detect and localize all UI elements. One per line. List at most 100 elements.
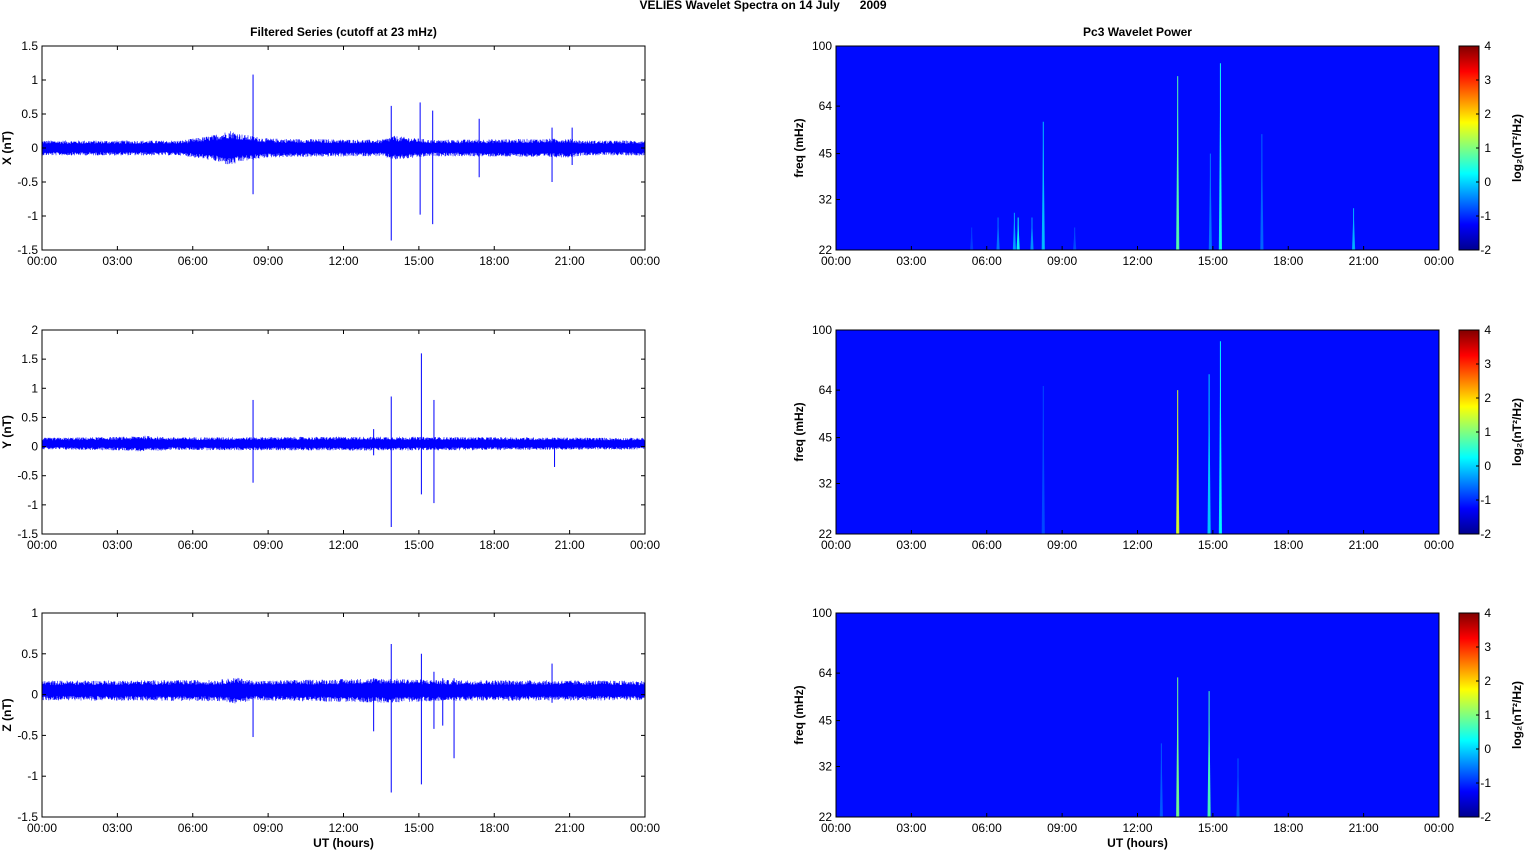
- x-tick-label: 12:00: [328, 254, 358, 268]
- y-tick-label: -0.5: [17, 728, 38, 742]
- y-tick-label: 45: [819, 147, 833, 161]
- colorbar-tick-label: 2: [1484, 674, 1491, 688]
- x-tick-label: 12:00: [1122, 538, 1152, 552]
- y-tick-label: -1: [27, 209, 38, 223]
- y-tick-label: 100: [812, 323, 832, 337]
- y-tick-label: 64: [819, 666, 833, 680]
- x-tick-label: 00:00: [1424, 254, 1454, 268]
- y-tick-label: 32: [819, 760, 833, 774]
- heatmap-background: [836, 613, 1439, 817]
- x-tick-label: 18:00: [479, 538, 509, 552]
- colorbar-label: log₂(nT²/Hz): [1510, 681, 1524, 749]
- series-panel-1: 00:00 03:00 06:00 09:00 12:00 15:00 18:00 21:00…: [0, 323, 660, 552]
- y-tick-label: 0: [31, 688, 38, 702]
- x-tick-label: 03:00: [896, 821, 926, 835]
- x-tick-label: 00:00: [821, 254, 851, 268]
- colorbar-tick-label: 1: [1484, 708, 1491, 722]
- x-tick-label: 09:00: [253, 538, 283, 552]
- colorbar-tick-label: 2: [1484, 391, 1491, 405]
- y-tick-label: 0: [31, 440, 38, 454]
- y-tick-label: 22: [819, 810, 833, 824]
- x-tick-label: 18:00: [1273, 538, 1303, 552]
- y-tick-label: -1: [27, 498, 38, 512]
- x-axis-label: UT (hours): [1107, 836, 1168, 850]
- y-axis-label: freq (mHz): [792, 402, 806, 461]
- y-tick-label: -1: [27, 769, 38, 783]
- colorbar-tick-label: 3: [1484, 640, 1491, 654]
- x-tick-label: 06:00: [178, 538, 208, 552]
- colorbar-tick-label: -1: [1480, 493, 1491, 507]
- colorbar-label: log₂(nT²/Hz): [1510, 398, 1524, 466]
- colorbar-tick-label: -2: [1480, 527, 1491, 541]
- x-tick-label: 15:00: [1198, 254, 1228, 268]
- y-tick-label: 1: [31, 73, 38, 87]
- y-tick-label: 100: [812, 606, 832, 620]
- y-tick-label: -1.5: [17, 810, 38, 824]
- x-tick-label: 21:00: [1349, 538, 1379, 552]
- x-tick-label: 00:00: [630, 821, 660, 835]
- x-tick-label: 06:00: [972, 821, 1002, 835]
- x-tick-label: 15:00: [1198, 538, 1228, 552]
- y-tick-label: 0.5: [21, 647, 38, 661]
- x-tick-label: 18:00: [1273, 254, 1303, 268]
- x-tick-label: 03:00: [896, 538, 926, 552]
- x-tick-label: 00:00: [821, 538, 851, 552]
- y-axis-label: X (nT): [0, 131, 14, 165]
- y-tick-label: 0.5: [21, 410, 38, 424]
- x-tick-label: 00:00: [630, 538, 660, 552]
- y-tick-label: 0: [31, 141, 38, 155]
- colorbar-tick-label: 1: [1484, 425, 1491, 439]
- y-tick-label: 32: [819, 193, 833, 207]
- power-panel-2: 00:00 03:00 06:00 09:00 12:00 15:00 18:00 21:00…: [792, 606, 1524, 850]
- x-tick-label: 03:00: [896, 254, 926, 268]
- x-tick-label: 09:00: [1047, 254, 1077, 268]
- y-tick-label: -1.5: [17, 527, 38, 541]
- figure-title: VELIES Wavelet Spectra on 14 July 2009: [640, 0, 887, 12]
- colorbar-tick-label: -2: [1480, 810, 1491, 824]
- x-tick-label: 00:00: [630, 254, 660, 268]
- x-tick-label: 18:00: [479, 821, 509, 835]
- y-tick-label: 1.5: [21, 39, 38, 53]
- x-tick-label: 06:00: [178, 254, 208, 268]
- heatmap-background: [836, 46, 1439, 250]
- y-tick-label: -1.5: [17, 243, 38, 257]
- y-tick-label: 64: [819, 99, 833, 113]
- y-tick-label: 100: [812, 39, 832, 53]
- power-panel-0: 00:00 03:00 06:00 09:00 12:00 15:00 18:00 21:00…: [792, 25, 1524, 268]
- x-tick-label: 03:00: [102, 821, 132, 835]
- panel-title: Filtered Series (cutoff at 23 mHz): [250, 25, 437, 39]
- y-axis-label: freq (mHz): [792, 685, 806, 744]
- x-tick-label: 15:00: [1198, 821, 1228, 835]
- x-axis-label: UT (hours): [313, 836, 374, 850]
- plot-area: [42, 330, 645, 534]
- x-tick-label: 18:00: [479, 254, 509, 268]
- x-tick-label: 03:00: [102, 254, 132, 268]
- x-tick-label: 18:00: [1273, 821, 1303, 835]
- heatmap-background: [836, 330, 1439, 534]
- y-tick-label: 64: [819, 383, 833, 397]
- colorbar-tick-label: 0: [1484, 742, 1491, 756]
- colorbar-tick-label: 3: [1484, 357, 1491, 371]
- y-tick-label: 0.5: [21, 107, 38, 121]
- colorbar-tick-label: 4: [1484, 39, 1491, 53]
- x-tick-label: 09:00: [253, 821, 283, 835]
- x-tick-label: 00:00: [27, 538, 57, 552]
- y-axis-label: Y (nT): [0, 415, 14, 449]
- x-tick-label: 21:00: [1349, 821, 1379, 835]
- power-panel-1: 00:00 03:00 06:00 09:00 12:00 15:00 18:00 21:00…: [792, 323, 1524, 552]
- y-tick-label: 32: [819, 477, 833, 491]
- colorbar-tick-label: 0: [1484, 175, 1491, 189]
- x-tick-label: 12:00: [328, 821, 358, 835]
- y-tick-label: 45: [819, 431, 833, 445]
- x-tick-label: 12:00: [1122, 254, 1152, 268]
- x-tick-label: 15:00: [404, 821, 434, 835]
- x-tick-label: 12:00: [328, 538, 358, 552]
- x-tick-label: 21:00: [1349, 254, 1379, 268]
- series-panel-0: 00:00 03:00 06:00 09:00 12:00 15:00 18:00 21:00…: [0, 25, 660, 268]
- x-tick-label: 21:00: [555, 254, 585, 268]
- x-tick-label: 00:00: [821, 821, 851, 835]
- colorbar-tick-label: 3: [1484, 73, 1491, 87]
- y-tick-label: 1: [31, 381, 38, 395]
- x-tick-label: 00:00: [1424, 538, 1454, 552]
